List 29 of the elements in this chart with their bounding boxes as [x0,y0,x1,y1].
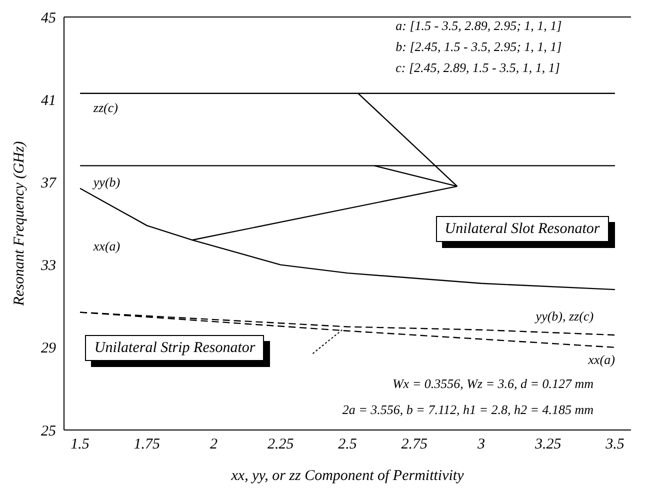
y-tick-label: 25 [41,423,56,440]
series-label: xx(a) [587,352,615,367]
annotation: Unilateral Slot Resonator [436,216,609,242]
x-tick-label: 1.75 [134,436,161,453]
series-label: yy(b) [91,174,120,190]
x-tick-label: 3 [476,436,485,453]
y-tick-label: 37 [40,176,58,192]
annotation: Unilateral Strip Resonator [85,335,264,362]
annotation: c: [2.45, 2.89, 1.5 - 3.5, 1, 1, 1] [396,58,560,77]
annotation: Wx = 0.3556, Wz = 3.6, d = 0.127 mm [392,374,594,393]
y-tick-label: 29 [41,340,56,357]
y-axis-title: Resonant Frequency (GHz) [11,141,28,307]
y-tick-label: 45 [41,10,56,26]
x-tick-label: 2.25 [268,436,294,453]
x-tick-label: 3.25 [534,436,562,453]
annotation: b: [2.45, 1.5 - 3.5, 2.95; 1, 1, 1] [396,38,562,56]
series-label: xx(a) [92,238,120,254]
x-tick-label: 2.5 [338,436,358,453]
x-tick-label: 3.5 [604,436,625,453]
y-tick-label: 33 [40,258,56,274]
x-axis-title: xx, yy, or zz Component of Permittivity [230,468,464,484]
x-tick-label: 2.75 [401,436,428,453]
x-tick-label: 1.5 [70,436,90,453]
y-tick-label: 41 [41,92,56,109]
annotation: a: [1.5 - 3.5, 2.89, 2.95; 1, 1, 1] [396,17,562,36]
series-label: yy(b), zz(c) [534,308,594,324]
series-label: zz(c) [92,100,118,115]
x-tick-label: 2 [210,436,218,453]
annotation: 2a = 3.556, b = 7.112, h1 = 2.8, h2 = 4.185 mm [342,401,594,420]
